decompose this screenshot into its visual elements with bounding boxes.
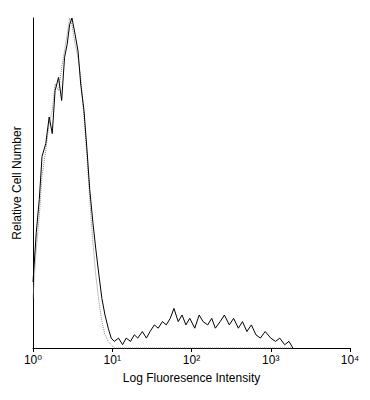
svg-text:10⁰: 10⁰ bbox=[24, 353, 42, 367]
svg-text:10³: 10³ bbox=[262, 353, 279, 367]
svg-text:10¹: 10¹ bbox=[104, 353, 121, 367]
svg-text:10²: 10² bbox=[183, 353, 200, 367]
svg-text:Relative Cell Number: Relative Cell Number bbox=[10, 126, 24, 239]
svg-text:10⁴: 10⁴ bbox=[341, 353, 360, 367]
svg-text:Log Fluoresence Intensity: Log Fluoresence Intensity bbox=[123, 371, 260, 385]
